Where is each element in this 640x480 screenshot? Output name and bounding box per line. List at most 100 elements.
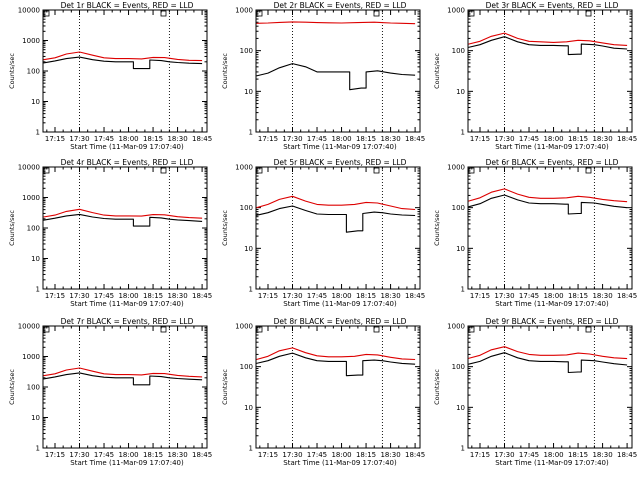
x-tick-label: 18:15 [568, 135, 588, 143]
plot-frame [255, 9, 421, 133]
y-axis-label: Counts/sec [433, 53, 441, 89]
y-tick-label: 1 [36, 286, 40, 294]
corner-mark [585, 10, 592, 17]
y-axis-label: Counts/sec [433, 210, 441, 246]
detector-panel: Det 1r BLACK = Events, RED = LLD Counts/s… [8, 1, 212, 151]
x-tick-label: 17:15 [45, 135, 65, 143]
panel-title: Det 6r BLACK = Events, RED = LLD [486, 158, 619, 167]
panel-title: Det 4r BLACK = Events, RED = LLD [61, 158, 194, 167]
corner-mark [43, 326, 50, 333]
y-tick-label: 100 [27, 225, 40, 233]
y-tick-label: 1 [461, 129, 465, 137]
y-tick-label: 1000 [447, 164, 465, 172]
x-axis-label: Start Time (11-Mar-09 17:07:40) [283, 143, 397, 151]
corner-mark [373, 10, 380, 17]
y-axis-label: Counts/sec [221, 210, 229, 246]
lld-series-line [468, 32, 628, 46]
detector-panel: Det 9r BLACK = Events, RED = LLD Counts/s… [433, 317, 637, 467]
x-tick-label: 18:15 [356, 135, 376, 143]
detector-panel: Det 3r BLACK = Events, RED = LLD Counts/s… [433, 1, 637, 151]
x-axis-label: Start Time (11-Mar-09 17:07:40) [70, 459, 184, 467]
events-series-line [43, 56, 203, 70]
x-tick-label: 18:00 [118, 135, 138, 143]
x-tick-label: 18:15 [143, 135, 163, 143]
corner-mark [43, 167, 50, 174]
x-axis-label: Start Time (11-Mar-09 17:07:40) [495, 143, 609, 151]
events-series-line [468, 36, 628, 56]
x-tick-label: 17:30 [282, 292, 302, 300]
x-tick-label: 18:30 [380, 135, 400, 143]
panel-title: Det 3r BLACK = Events, RED = LLD [486, 1, 619, 10]
x-tick-label: 17:45 [307, 292, 327, 300]
x-tick-label: 18:45 [617, 135, 637, 143]
panel-title: Det 5r BLACK = Events, RED = LLD [274, 158, 407, 167]
x-tick-label: 18:30 [592, 292, 612, 300]
x-tick-label: 17:15 [258, 451, 278, 459]
lld-series-line [43, 367, 203, 378]
y-tick-label: 10 [31, 414, 40, 422]
x-tick-label: 18:00 [118, 451, 138, 459]
y-tick-label: 10 [244, 88, 253, 96]
plot-frame [42, 166, 208, 290]
events-series-line [468, 352, 628, 374]
x-tick-label: 17:15 [470, 135, 490, 143]
x-tick-label: 17:15 [470, 292, 490, 300]
events-series-line [256, 205, 416, 233]
y-tick-label: 1000 [22, 37, 40, 45]
events-series-line [43, 213, 203, 227]
y-tick-label: 10 [31, 255, 40, 263]
x-tick-label: 18:30 [167, 292, 187, 300]
x-tick-label: 18:00 [331, 135, 351, 143]
y-tick-label: 1000 [447, 323, 465, 331]
x-tick-label: 17:30 [494, 135, 514, 143]
y-tick-label: 1 [249, 129, 253, 137]
y-tick-label: 1000 [22, 194, 40, 202]
x-tick-label: 18:15 [143, 451, 163, 459]
corner-mark [468, 10, 475, 17]
y-tick-label: 1000 [447, 7, 465, 15]
x-tick-label: 18:00 [331, 292, 351, 300]
x-tick-label: 18:30 [380, 292, 400, 300]
events-series-line [256, 352, 416, 377]
y-tick-label: 1 [36, 129, 40, 137]
x-tick-label: 18:45 [192, 292, 212, 300]
x-axis-label: Start Time (11-Mar-09 17:07:40) [495, 300, 609, 308]
x-axis-label: Start Time (11-Mar-09 17:07:40) [283, 459, 397, 467]
y-tick-label: 10 [456, 404, 465, 412]
detector-panel: Det 7r BLACK = Events, RED = LLD Counts/s… [8, 317, 212, 467]
y-tick-label: 1 [461, 445, 465, 453]
y-tick-label: 1 [249, 445, 253, 453]
y-tick-label: 10 [244, 404, 253, 412]
panel-title: Det 1r BLACK = Events, RED = LLD [61, 1, 194, 10]
events-series-line [468, 194, 628, 215]
y-tick-label: 1000 [235, 7, 253, 15]
corner-mark [256, 326, 263, 333]
panel-title: Det 7r BLACK = Events, RED = LLD [61, 317, 194, 326]
x-tick-label: 18:15 [356, 451, 376, 459]
x-tick-label: 18:00 [543, 292, 563, 300]
detector-panel: Det 6r BLACK = Events, RED = LLD Counts/s… [433, 158, 637, 308]
y-axis-label: Counts/sec [8, 369, 16, 405]
x-tick-label: 18:30 [592, 451, 612, 459]
lld-series-line [468, 346, 628, 360]
x-tick-label: 17:15 [258, 292, 278, 300]
y-tick-label: 10 [456, 245, 465, 253]
x-tick-label: 18:45 [405, 292, 425, 300]
x-tick-label: 18:30 [592, 135, 612, 143]
plot-frame [255, 166, 421, 290]
x-tick-label: 18:00 [543, 135, 563, 143]
plot-frame [255, 325, 421, 449]
y-axis-label: Counts/sec [433, 369, 441, 405]
y-tick-label: 1000 [235, 323, 253, 331]
events-series-line [43, 372, 203, 386]
x-tick-label: 17:30 [69, 451, 89, 459]
x-tick-label: 17:45 [519, 451, 539, 459]
corner-mark [468, 326, 475, 333]
x-tick-label: 18:15 [568, 292, 588, 300]
x-tick-label: 17:15 [45, 292, 65, 300]
y-tick-label: 100 [452, 47, 465, 55]
corner-mark [373, 326, 380, 333]
corner-mark [160, 10, 167, 17]
x-tick-label: 17:45 [94, 451, 114, 459]
